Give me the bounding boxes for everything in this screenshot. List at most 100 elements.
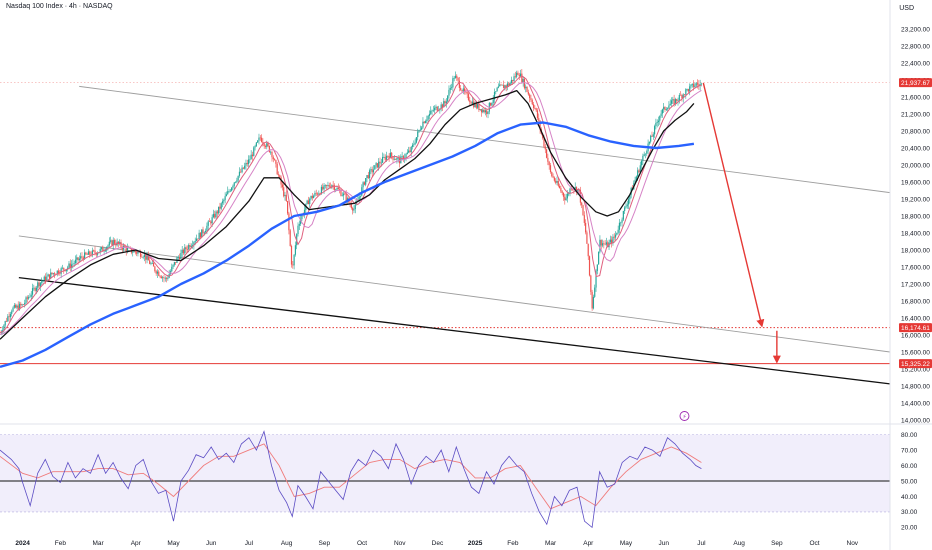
candle-body	[460, 87, 462, 91]
candle-body	[474, 103, 476, 108]
rsi-tick-label: 80.00	[901, 432, 918, 439]
candle-body	[426, 119, 428, 122]
candle-body	[599, 239, 601, 252]
candle-body	[500, 84, 502, 86]
candle-body	[682, 94, 684, 99]
x-tick-label: Jul	[245, 540, 254, 547]
candle-body	[471, 101, 473, 104]
candle-body	[480, 109, 483, 113]
candle-body	[275, 160, 277, 164]
candle-body	[418, 130, 420, 132]
candle-body	[220, 203, 222, 209]
candle-body	[385, 155, 388, 160]
candle-body	[283, 187, 285, 197]
candle-body	[342, 193, 345, 196]
candle-body	[545, 149, 548, 158]
candle-body	[259, 137, 261, 139]
candle-body	[414, 142, 416, 145]
candle-body	[409, 150, 411, 152]
y-tick-label: 15,200.00	[901, 366, 930, 373]
x-tick-label: 2024	[15, 540, 30, 547]
candle-body	[622, 210, 624, 220]
candle-body	[328, 185, 330, 187]
x-tick-label: Feb	[55, 540, 67, 547]
candle-body	[444, 101, 446, 104]
candle-body	[15, 305, 17, 308]
candle-body	[232, 185, 234, 188]
candle-body	[267, 143, 269, 146]
candle-body	[401, 156, 403, 157]
candle-body	[522, 78, 524, 83]
candle-body	[415, 137, 418, 143]
candle-body	[12, 307, 14, 312]
candle-body	[603, 243, 605, 244]
candle-body	[389, 152, 392, 159]
candle-body	[322, 186, 324, 190]
candle-body	[544, 146, 546, 150]
candle-body	[3, 325, 5, 331]
candle-body	[516, 72, 518, 77]
candle-body	[72, 263, 74, 265]
candle-body	[117, 241, 120, 244]
candle-body	[309, 198, 311, 205]
candle-body	[143, 254, 146, 258]
candle-body	[13, 305, 15, 308]
candle-body	[149, 260, 151, 264]
candle-body	[370, 169, 372, 171]
candle-body	[212, 213, 215, 218]
candle-body	[532, 104, 535, 108]
candle-body	[570, 188, 572, 190]
candle-body	[145, 254, 147, 260]
candle-body	[151, 262, 153, 264]
candle-body	[605, 242, 608, 245]
candle-body	[431, 110, 433, 112]
candle-body	[383, 156, 385, 158]
candle-body	[303, 209, 306, 215]
candle-body	[687, 89, 690, 92]
candle-body	[163, 277, 165, 279]
candle-body	[41, 281, 43, 283]
candle-body	[25, 297, 27, 303]
candle-body	[574, 186, 576, 190]
candle-body	[197, 238, 199, 240]
x-tick-label: Sep	[771, 540, 783, 547]
candle-body	[607, 242, 609, 248]
candle-body	[612, 236, 614, 244]
candle-body	[335, 189, 337, 191]
candle-body	[698, 84, 700, 86]
candle-body	[601, 243, 604, 246]
candle-body	[436, 106, 438, 111]
candle-body	[61, 267, 64, 269]
candle-body	[260, 137, 263, 142]
candle-body	[100, 247, 103, 249]
candle-body	[691, 83, 693, 85]
channel-line-1	[18, 235, 891, 353]
candle-body	[323, 185, 325, 190]
candle-body	[225, 194, 228, 197]
candle-body	[504, 85, 506, 89]
candle-body	[178, 257, 181, 260]
candle-body	[83, 252, 86, 260]
y-tick-label: 22,400.00	[901, 60, 930, 67]
candle-body	[621, 219, 623, 223]
candle-body	[28, 297, 30, 299]
candle-body	[637, 170, 639, 177]
candle-body	[380, 162, 382, 164]
candle-body	[453, 78, 455, 79]
candle-body	[284, 194, 286, 197]
candle-body	[566, 193, 568, 199]
candle-body	[246, 162, 248, 165]
candle-body	[300, 219, 302, 225]
candle-body	[103, 250, 105, 252]
x-tick-label: Dec	[432, 540, 444, 547]
candle-body	[447, 95, 449, 102]
rsi-tick-label: 50.00	[901, 478, 918, 485]
candle-body	[115, 243, 117, 246]
candle-body	[449, 88, 451, 90]
candle-body	[238, 171, 241, 176]
candle-body	[365, 178, 367, 185]
candle-body	[234, 181, 237, 183]
candle-body	[99, 248, 101, 253]
candle-body	[448, 89, 450, 96]
